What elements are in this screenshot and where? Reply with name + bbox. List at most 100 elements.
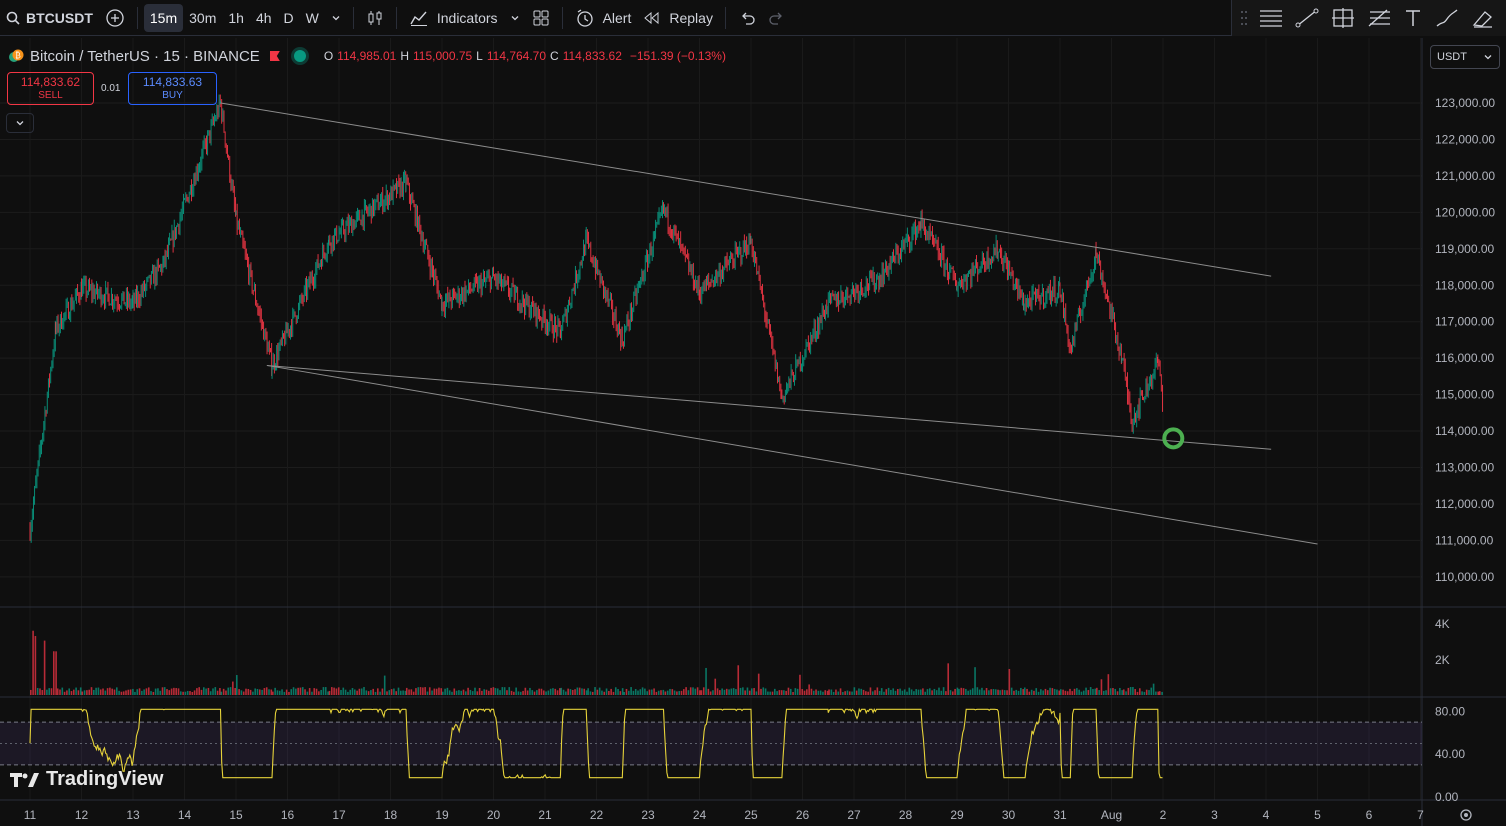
volume-bar [559, 688, 561, 695]
volume-bar [678, 691, 680, 695]
indicators-button[interactable]: Indicators [403, 4, 504, 32]
volume-bar [732, 688, 735, 695]
volume-bar [93, 689, 95, 695]
sell-button[interactable]: 114,833.62 SELL [7, 72, 94, 105]
change-value: −151.39 (−0.13%) [629, 49, 726, 63]
volume-tick-label: 2K [1435, 653, 1450, 667]
symbol-title[interactable]: Bitcoin / TetherUS · 15 · BINANCE [30, 47, 260, 65]
interval-dropdown[interactable] [325, 4, 347, 32]
volume-bar [931, 690, 933, 695]
volume-bar [154, 688, 157, 695]
volume-bar [232, 681, 234, 695]
alert-button[interactable]: Alert [569, 4, 638, 32]
open-key: O [323, 49, 334, 63]
chart-type-button[interactable] [360, 4, 390, 32]
volume-bar [1022, 689, 1024, 695]
volume-bar [569, 689, 572, 695]
interval-w[interactable]: W [305, 9, 319, 26]
drag-handle-icon[interactable] [1240, 9, 1248, 27]
volume-bar [938, 687, 940, 695]
volume-bar [1035, 688, 1038, 695]
volume-bar [529, 687, 531, 695]
volume-bar [822, 691, 824, 695]
volume-bar [552, 688, 554, 695]
volume-bar [43, 640, 46, 695]
tradingview-logo[interactable]: TradingView [10, 768, 163, 791]
chart-grid [0, 38, 1422, 800]
interval-15m[interactable]: 15m [143, 3, 184, 32]
volume-bar [988, 690, 990, 695]
volume-bar [426, 691, 429, 695]
brush-icon[interactable] [1434, 7, 1460, 29]
volume-bar [789, 688, 792, 695]
trend-line-icon[interactable] [1294, 7, 1320, 29]
volume-bar [1080, 691, 1083, 695]
volume-bar [304, 689, 306, 695]
volume-bar [1152, 683, 1155, 695]
interval-4h[interactable]: 4h [255, 9, 272, 26]
volume-bar [488, 690, 490, 695]
volume-bar [719, 690, 721, 695]
volume-bar [402, 690, 404, 695]
volume-bar [1122, 689, 1125, 695]
chevron-down-icon [331, 13, 341, 23]
volume-bar [1030, 689, 1033, 695]
volume-bar [1046, 690, 1049, 695]
volume-bar [485, 689, 488, 695]
fib-retracement-icon[interactable] [1366, 7, 1392, 29]
layout-button[interactable] [526, 4, 556, 32]
volume-bar [967, 690, 969, 695]
volume-bar [666, 690, 669, 695]
volume-bar [1026, 688, 1028, 695]
volume-bar [292, 687, 295, 695]
compare-button[interactable] [99, 4, 131, 32]
volume-bar [83, 690, 86, 695]
volume-bar [926, 689, 929, 695]
legend-collapse-button[interactable] [6, 113, 34, 133]
volume-bar [222, 688, 225, 695]
flag-icon[interactable] [269, 51, 280, 61]
volume-bar [826, 690, 829, 695]
volume-bar [997, 689, 999, 695]
volume-bar [676, 691, 678, 695]
interval-30m[interactable]: 30m [189, 9, 217, 26]
volume-bar [268, 689, 270, 695]
volume-bar [976, 687, 979, 695]
volume-bar [735, 689, 737, 695]
volume-bar [737, 665, 740, 695]
text-tool-icon[interactable] [1402, 7, 1424, 29]
order-quantity[interactable]: 0.01 [101, 83, 121, 94]
crosshair-box-icon[interactable] [1330, 7, 1356, 29]
buy-button[interactable]: 114,833.63 BUY [128, 72, 217, 105]
volume-bar [801, 689, 804, 695]
volume-bar [428, 687, 431, 695]
interval-d[interactable]: D [283, 9, 294, 26]
volume-bar [225, 690, 227, 695]
currency-select[interactable]: USDT [1430, 45, 1500, 69]
alert-label: Alert [602, 9, 632, 26]
volume-bar [1119, 687, 1121, 695]
replay-button[interactable]: Replay [637, 4, 719, 32]
interval-1h[interactable]: 1h [228, 9, 244, 26]
volume-tick-label: 4K [1435, 617, 1450, 631]
volume-bar [746, 687, 749, 695]
indicators-dropdown[interactable] [504, 4, 526, 32]
volume-bar [723, 689, 726, 695]
volume-bar [646, 691, 648, 695]
buy-price: 114,833.63 [142, 75, 203, 89]
volume-bar [501, 687, 504, 695]
redo-button[interactable] [762, 4, 792, 32]
trendlines [220, 102, 1318, 545]
eraser-icon[interactable] [1470, 7, 1496, 29]
volume-bar [196, 688, 198, 695]
volume-bar [1023, 687, 1026, 695]
volume-bar [596, 689, 599, 695]
symbol-search[interactable]: BTCUSDT [0, 4, 99, 32]
horizontal-lines-icon[interactable] [1258, 7, 1284, 29]
volume-bar [442, 691, 444, 695]
volume-bar [846, 690, 849, 695]
volume-bar [625, 688, 628, 695]
undo-button[interactable] [732, 4, 762, 32]
time-tick-label: 3 [1211, 808, 1218, 822]
